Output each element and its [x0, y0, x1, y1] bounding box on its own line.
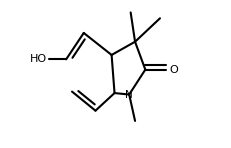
Text: HO: HO	[30, 54, 47, 64]
Text: N: N	[125, 90, 133, 99]
Text: O: O	[169, 65, 177, 75]
